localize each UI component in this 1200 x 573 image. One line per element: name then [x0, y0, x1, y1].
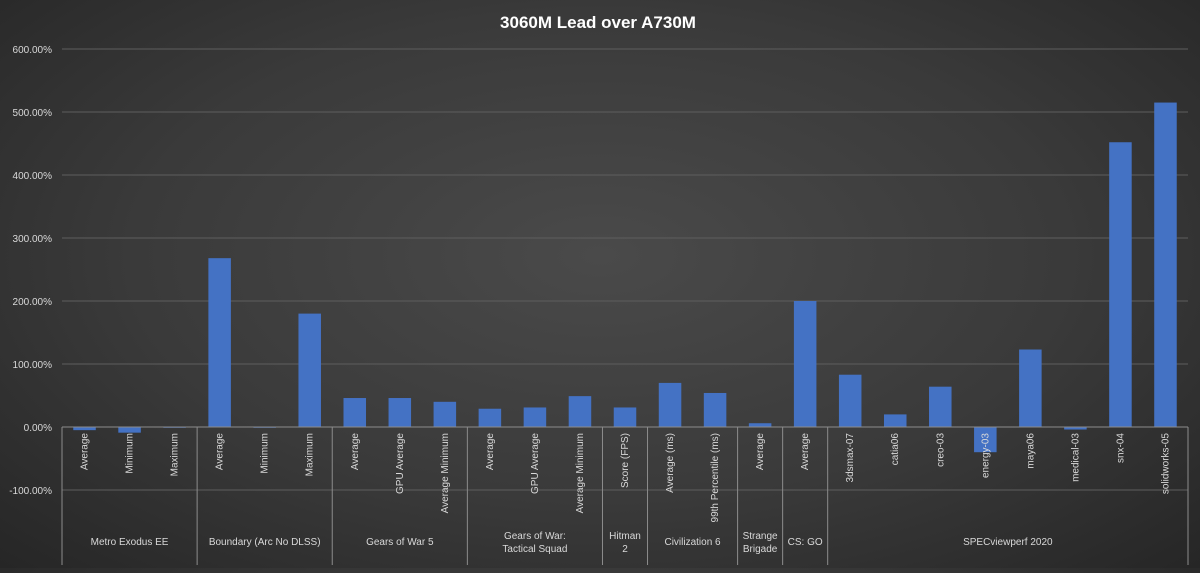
chart-title: 3060M Lead over A730M [500, 13, 696, 32]
category-label: Maximum [305, 433, 316, 476]
y-tick-label: 500.00% [13, 108, 53, 119]
category-label: Average Minimum [440, 433, 451, 513]
category-label: Average [755, 433, 766, 471]
y-tick-label: 400.00% [13, 171, 53, 182]
bar [1019, 349, 1042, 427]
bar [208, 258, 231, 427]
group-label: Metro Exodus EE [91, 537, 169, 548]
bar [1064, 427, 1087, 430]
y-axis-ticks: -100.00% 0.00% 100.00% 200.00% 300.00% 400.00… [9, 45, 52, 497]
group-label: CS: GO [788, 537, 823, 548]
bar [478, 408, 502, 427]
category-label: Average [800, 433, 811, 471]
category-label: Minimum [125, 433, 136, 474]
bar [1154, 102, 1177, 428]
category-label: 99th Percentile (ms) [710, 433, 721, 522]
category-label: Average [350, 433, 361, 471]
gridlines [62, 48, 1188, 491]
category-label: Average (ms) [665, 433, 676, 493]
category-label: Average [485, 433, 496, 471]
category-label: solidworks-05 [1160, 433, 1171, 495]
y-tick-label: -100.00% [9, 486, 52, 497]
group-label: Hitman 2 [609, 531, 641, 555]
category-label: Minimum [260, 433, 271, 474]
category-label: Average Minimum [575, 433, 586, 513]
y-tick-label: 100.00% [13, 360, 53, 371]
bar [974, 427, 997, 453]
category-label: Maximum [170, 433, 181, 476]
bar [703, 392, 727, 427]
category-label: snx-04 [1115, 433, 1126, 463]
category-label: energy-03 [980, 433, 991, 478]
category-label: GPU Average [530, 433, 541, 494]
category-label: creo-03 [935, 433, 946, 467]
bar [388, 398, 412, 427]
bar [73, 427, 96, 431]
category-label: catia06 [890, 433, 901, 466]
category-label: Average [215, 433, 226, 471]
y-tick-label: 200.00% [13, 297, 53, 308]
y-tick-label: 0.00% [24, 423, 52, 434]
bar [118, 427, 141, 433]
bar [298, 313, 321, 427]
bar [568, 396, 592, 427]
bar [883, 414, 907, 427]
y-tick-label: 600.00% [13, 45, 53, 56]
group-label: Strange Brigade [743, 531, 778, 555]
bar [658, 382, 682, 427]
category-label: Score (FPS) [620, 433, 631, 488]
category-label: medical-03 [1070, 433, 1081, 482]
bar [343, 398, 367, 427]
category-axis: Average Minimum Maximum Average Minimum Maxim… [61, 426, 1189, 565]
bar [748, 423, 772, 427]
bar [613, 407, 637, 427]
category-label: Average [80, 433, 91, 471]
y-tick-label: 300.00% [13, 234, 53, 245]
bar [1109, 142, 1132, 428]
category-label: GPU Average [395, 433, 406, 494]
group-label: Gears of War: Tactical Squad [502, 531, 567, 555]
group-label: Boundary (Arc No DLSS) [209, 537, 321, 548]
bars [73, 102, 1177, 453]
bar [793, 301, 817, 427]
group-label: SPECviewperf 2020 [963, 537, 1053, 548]
group-label: Gears of War 5 [366, 537, 434, 548]
bar [433, 401, 457, 427]
bar [929, 386, 952, 427]
category-label: maya06 [1025, 433, 1036, 469]
category-label: 3dsmax-07 [845, 433, 856, 483]
group-label: Civilization 6 [664, 537, 721, 548]
bar [523, 407, 547, 427]
bar [838, 374, 862, 427]
